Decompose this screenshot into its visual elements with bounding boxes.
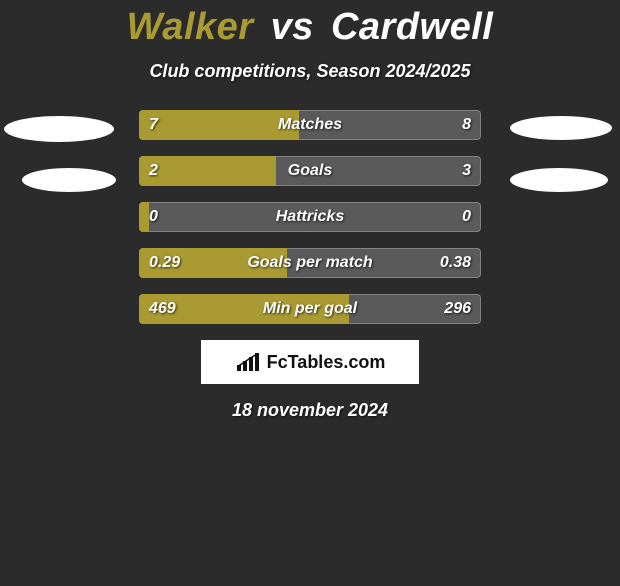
stat-bar: 0Hattricks0 [139, 202, 481, 232]
title-vs: vs [271, 6, 314, 48]
brand-text: FcTables.com [267, 352, 386, 373]
page-title: Walker vs Cardwell [0, 6, 620, 49]
player2-name: Cardwell [331, 6, 493, 48]
stat-bar: 7Matches8 [139, 110, 481, 140]
stat-bar-left-fill [139, 110, 299, 140]
stat-right-value: 0.38 [440, 248, 471, 278]
stat-right-value: 296 [444, 294, 471, 324]
stat-bar: 0.29Goals per match0.38 [139, 248, 481, 278]
bars-container: 7Matches8 2Goals3 0Hattricks0 0.29Goals per… [139, 110, 481, 324]
decoration-ellipse [22, 168, 116, 192]
player1-name: Walker [127, 6, 254, 48]
comparison-card: Walker vs Cardwell Club competitions, Se… [0, 6, 620, 421]
stat-label: Hattricks [139, 202, 481, 232]
subtitle: Club competitions, Season 2024/2025 [0, 61, 620, 82]
stat-right-value: 0 [462, 202, 471, 232]
stat-bar-left-fill [139, 156, 276, 186]
stat-bar-left-fill [139, 294, 349, 324]
stat-bar: 469Min per goal296 [139, 294, 481, 324]
bar-chart-icon [235, 351, 261, 373]
stat-left-value: 0 [149, 202, 158, 232]
decoration-ellipse [4, 116, 114, 142]
comparison-chart: 7Matches8 2Goals3 0Hattricks0 0.29Goals per… [0, 110, 620, 324]
stat-bar-left-fill [139, 202, 149, 232]
stat-right-value: 8 [462, 110, 471, 140]
decoration-ellipse [510, 168, 608, 192]
stat-bar: 2Goals3 [139, 156, 481, 186]
decoration-ellipse [510, 116, 612, 140]
date-label: 18 november 2024 [0, 400, 620, 421]
brand-box: FcTables.com [201, 340, 419, 384]
stat-bar-left-fill [139, 248, 287, 278]
stat-right-value: 3 [462, 156, 471, 186]
